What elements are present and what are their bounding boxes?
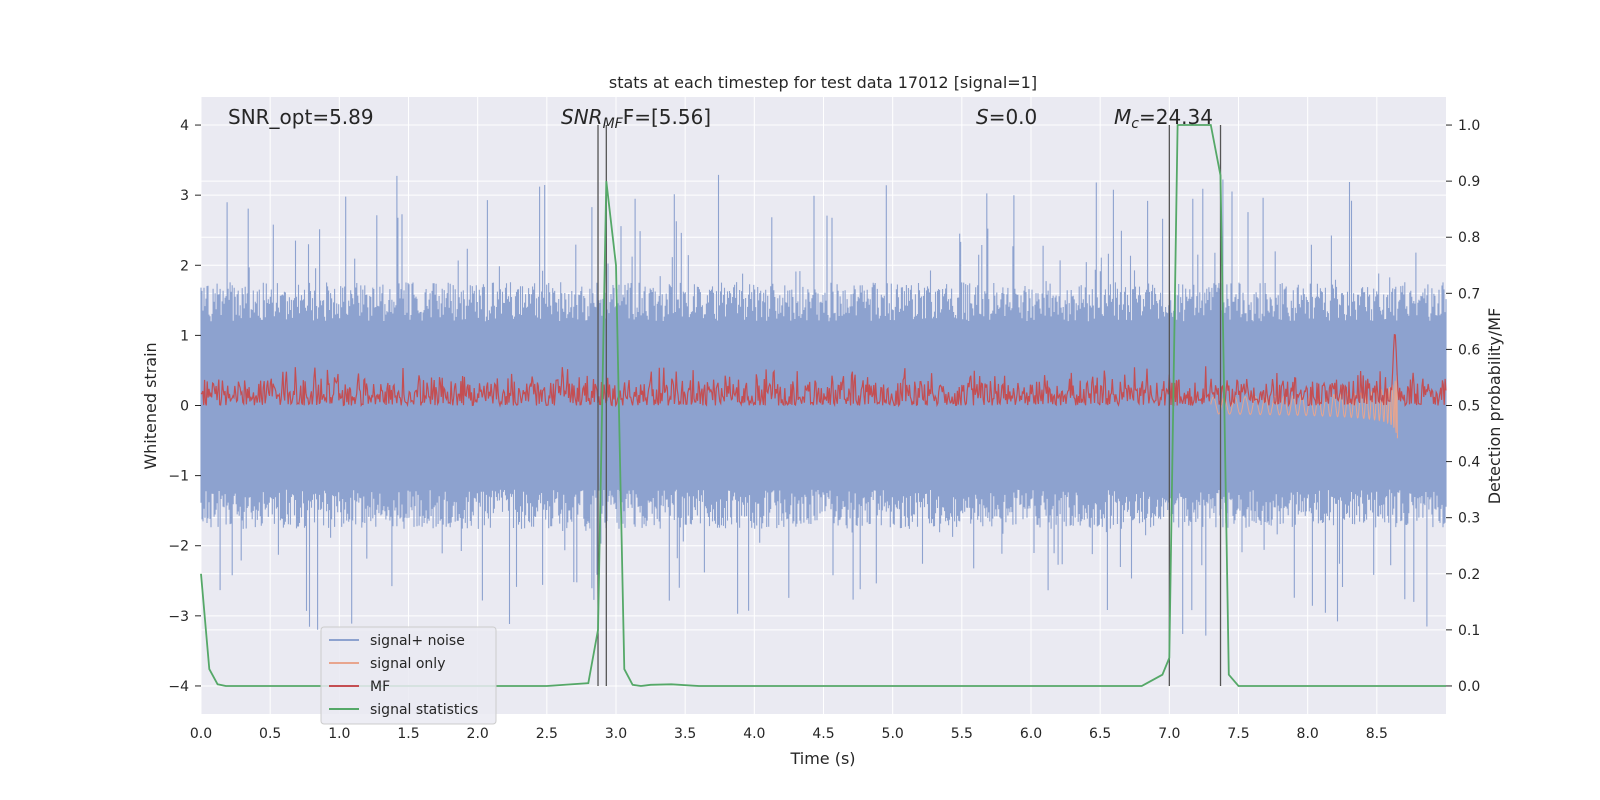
s-value: =0.0 bbox=[989, 105, 1038, 129]
mc-subscript: c bbox=[1131, 116, 1139, 132]
y-left-tick-label: 0 bbox=[180, 399, 189, 415]
x-tick-label: 3.0 bbox=[605, 726, 627, 742]
x-tick-label: 6.5 bbox=[1089, 726, 1111, 742]
x-axis-ticks: 0.0 0.5 1.0 1.5 2.0 2.5 3.0 3.5 4.0 4.5 5.0 5.5 6.0 6… bbox=[190, 726, 1388, 742]
y-right-tick-label: 0.7 bbox=[1458, 286, 1480, 302]
x-tick-label: 7.5 bbox=[1227, 726, 1249, 742]
y-left-tick-label: 3 bbox=[180, 188, 189, 204]
x-tick-label: 2.5 bbox=[536, 726, 558, 742]
x-tick-label: 0.0 bbox=[190, 726, 212, 742]
y-left-axis-label: Whitened strain bbox=[141, 342, 160, 469]
x-tick-label: 0.5 bbox=[259, 726, 281, 742]
y-left-tick-label: 4 bbox=[180, 118, 189, 134]
x-tick-label: 4.5 bbox=[812, 726, 834, 742]
y-right-tick-label: 0.0 bbox=[1458, 679, 1480, 695]
y-left-tick-label: −1 bbox=[168, 469, 189, 485]
y-right-tick-label: 0.2 bbox=[1458, 567, 1480, 583]
x-tick-label: 7.0 bbox=[1158, 726, 1180, 742]
snr-mf-main: SNR bbox=[561, 105, 603, 129]
x-tick-label: 1.0 bbox=[328, 726, 350, 742]
signal-statistics-series bbox=[200, 124, 1446, 687]
x-tick-label: 3.5 bbox=[674, 726, 696, 742]
x-tick-label: 4.0 bbox=[743, 726, 765, 742]
snr-mf-value: F=[5.56] bbox=[623, 105, 711, 129]
y-right-tick-label: 0.5 bbox=[1458, 399, 1480, 415]
x-tick-label: 8.0 bbox=[1297, 726, 1319, 742]
snr-opt-annotation: SNR_opt=5.89 bbox=[228, 105, 374, 129]
legend-box bbox=[320, 626, 497, 725]
y-right-axis-label: Detection probability/MF bbox=[1485, 308, 1504, 505]
y-left-tick-label: 2 bbox=[180, 258, 189, 274]
signal-statistics-trace bbox=[200, 124, 1446, 687]
chart-title: stats at each timestep for test data 170… bbox=[609, 73, 1037, 92]
y-right-axis-ticks: 0.0 0.1 0.2 0.3 0.4 0.5 0.6 0.7 0.8 0.9 1.0 bbox=[1446, 118, 1480, 695]
x-tick-label: 8.5 bbox=[1366, 726, 1388, 742]
y-right-tick-label: 0.6 bbox=[1458, 342, 1480, 358]
y-right-tick-label: 0.9 bbox=[1458, 174, 1480, 190]
y-right-tick-label: 1.0 bbox=[1458, 118, 1480, 134]
y-right-tick-label: 0.8 bbox=[1458, 230, 1480, 246]
legend-label-mf: MF bbox=[370, 679, 390, 695]
s-symbol: S bbox=[976, 105, 989, 129]
y-left-tick-label: −4 bbox=[168, 679, 189, 695]
y-left-axis-ticks: −4 −3 −2 −1 0 1 2 3 4 bbox=[168, 118, 201, 695]
legend: signal+ noise signal only MF signal stat… bbox=[320, 626, 497, 725]
x-tick-label: 5.0 bbox=[882, 726, 904, 742]
legend-label-signal: signal only bbox=[370, 656, 445, 672]
y-right-tick-label: 0.4 bbox=[1458, 455, 1480, 471]
mf-series bbox=[200, 333, 1447, 408]
x-tick-label: 6.0 bbox=[1020, 726, 1042, 742]
mf-trace bbox=[200, 333, 1447, 408]
y-right-tick-label: 0.1 bbox=[1458, 623, 1480, 639]
x-tick-label: 2.0 bbox=[467, 726, 489, 742]
y-left-tick-label: −3 bbox=[168, 609, 189, 625]
y-right-tick-label: 0.3 bbox=[1458, 511, 1480, 527]
snr-mf-annotation: SNRMFF=[5.56] bbox=[561, 105, 711, 132]
x-tick-label: 5.5 bbox=[951, 726, 973, 742]
s-annotation: S=0.0 bbox=[976, 105, 1037, 129]
legend-label-noise: signal+ noise bbox=[370, 633, 465, 649]
y-left-tick-label: −2 bbox=[168, 539, 189, 555]
mc-value: =24.34 bbox=[1139, 105, 1213, 129]
x-tick-label: 1.5 bbox=[397, 726, 419, 742]
legend-label-stat: signal statistics bbox=[370, 702, 478, 718]
snr-mf-subscript: MF bbox=[603, 116, 624, 132]
x-axis-label: Time (s) bbox=[789, 749, 855, 768]
mc-annotation: Mc=24.34 bbox=[1114, 105, 1213, 132]
y-left-tick-label: 1 bbox=[180, 328, 189, 344]
mc-symbol: M bbox=[1114, 105, 1131, 129]
